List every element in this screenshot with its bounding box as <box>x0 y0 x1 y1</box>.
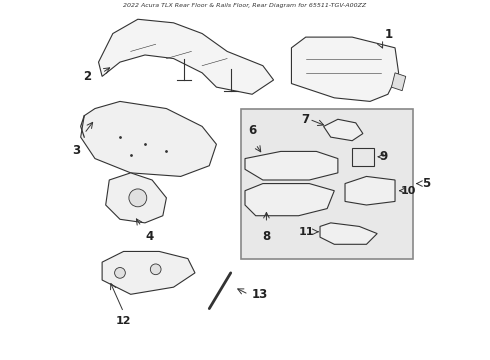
Circle shape <box>129 189 147 207</box>
Circle shape <box>115 267 125 278</box>
Circle shape <box>150 264 161 275</box>
Text: 1: 1 <box>384 28 392 41</box>
Text: 4: 4 <box>145 230 153 243</box>
Polygon shape <box>81 102 217 176</box>
Polygon shape <box>245 152 338 180</box>
Polygon shape <box>98 19 273 94</box>
Text: 3: 3 <box>73 144 81 157</box>
Polygon shape <box>106 173 167 223</box>
Text: 5: 5 <box>422 177 430 190</box>
Text: 10: 10 <box>400 186 416 196</box>
Polygon shape <box>320 223 377 244</box>
Bar <box>352 148 373 166</box>
Text: 9: 9 <box>379 150 387 163</box>
Text: 12: 12 <box>116 316 131 326</box>
Polygon shape <box>292 37 398 102</box>
Bar <box>242 109 413 258</box>
Polygon shape <box>323 119 363 141</box>
Text: 7: 7 <box>301 113 309 126</box>
Polygon shape <box>102 251 195 294</box>
Polygon shape <box>245 184 334 216</box>
Text: 2022 Acura TLX Rear Floor & Rails Floor, Rear Diagram for 65511-TGV-A00ZZ: 2022 Acura TLX Rear Floor & Rails Floor,… <box>123 3 367 8</box>
Polygon shape <box>392 73 406 91</box>
Polygon shape <box>345 176 395 205</box>
Text: 8: 8 <box>262 230 270 243</box>
Text: 13: 13 <box>252 288 269 301</box>
Text: 6: 6 <box>248 124 256 137</box>
Text: 2: 2 <box>83 70 92 83</box>
Text: 11: 11 <box>299 227 315 237</box>
